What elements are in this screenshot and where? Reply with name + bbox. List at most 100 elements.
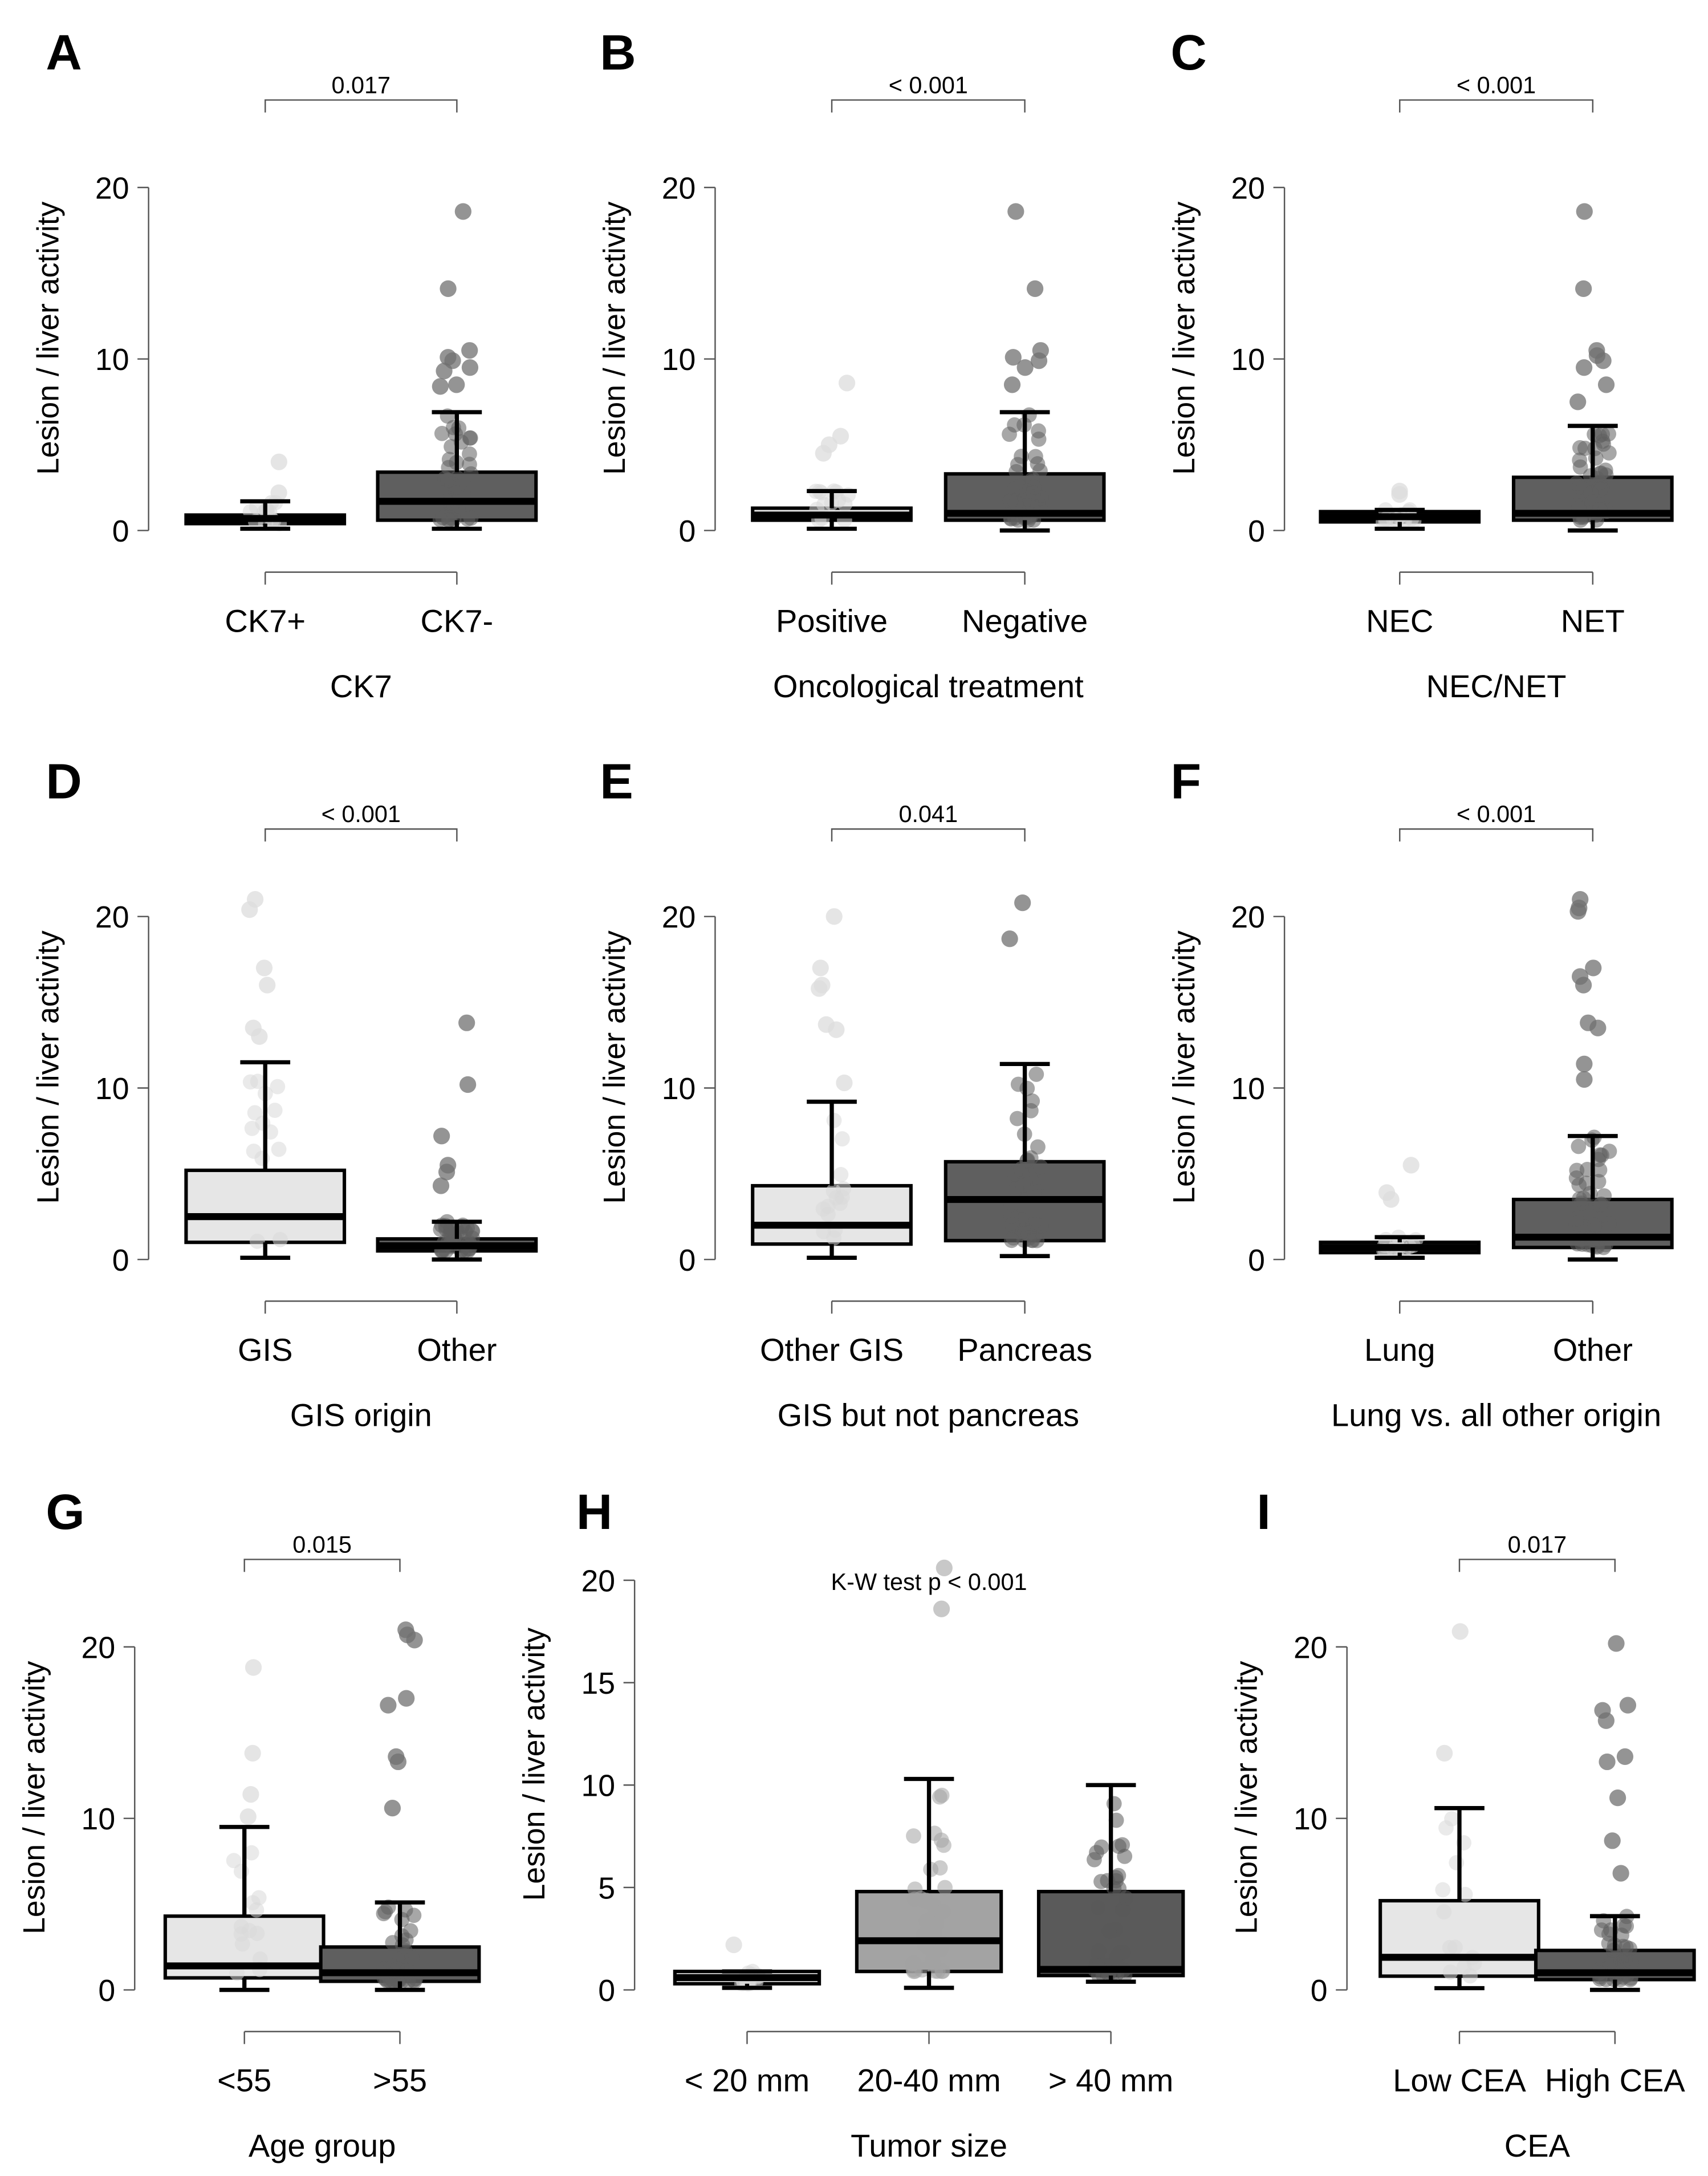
outlier-point [454,203,471,220]
x-axis-label: Lung vs. all other origin [1331,1397,1661,1433]
data-point [1449,1855,1465,1870]
category-label: NET [1561,603,1625,638]
data-point [1568,1215,1584,1231]
y-tick-label: 20 [1294,1630,1328,1665]
panel-d: D 0 10 20 Lesion / liver activity < 0.001 GIS … [31,754,538,1433]
data-point [1106,1796,1122,1812]
outlier-point [458,1014,475,1031]
data-point [1015,1223,1031,1238]
outlier-point [1382,1191,1400,1208]
data-point [273,1231,288,1247]
outlier-point [1402,1157,1420,1174]
x-axis-label: NEC/NET [1426,668,1567,704]
data-point [914,1962,930,1978]
data-point [463,510,479,526]
outlier-point [1005,349,1022,366]
outlier-point [725,1936,742,1954]
outlier-point [933,1600,950,1617]
data-point [396,1953,412,1968]
data-point [815,1201,831,1217]
y-axis-label: Lesion / liver activity [597,201,632,475]
box-group: Other [376,1014,538,1368]
outlier-point [1436,1744,1453,1762]
outlier-point [245,1659,262,1676]
outlier-point [242,1785,259,1803]
data-point [406,1907,422,1923]
data-point [1028,1067,1044,1082]
outlier-point [389,1753,406,1771]
box-group: Negative [944,203,1106,638]
outlier-point [1001,930,1018,947]
data-point [1436,1904,1452,1920]
p-value: 0.017 [332,72,391,98]
outlier-point [459,1076,477,1093]
data-point [463,466,479,482]
outlier-point [1576,1055,1593,1073]
significance-bracket [1458,1559,1616,1572]
outlier-point [461,342,478,359]
box-group: Pancreas [944,894,1106,1368]
category-label: CK7- [421,603,494,638]
data-point [1032,463,1048,479]
outlier-point [1589,1019,1607,1036]
significance-bracket [831,828,1026,842]
panel-b: B 0 10 20 Lesion / liver activity < 0.001 Onco… [597,25,1106,704]
outlier-point [406,1632,423,1649]
outlier-point [432,378,449,395]
y-tick-label: 10 [662,343,696,377]
outlier-point [1014,894,1031,912]
data-point [249,1234,265,1249]
y-tick-label: 20 [82,1630,116,1665]
y-tick-label: 0 [598,1974,615,2008]
data-point [916,1893,932,1909]
data-point [241,1923,257,1938]
y-tick-label: 20 [662,900,696,934]
p-value: < 0.001 [322,801,401,827]
data-point [1023,493,1039,509]
outlier-point [270,453,287,470]
outlier-point [1576,203,1593,220]
outlier-point [461,359,479,376]
data-point [1090,1900,1106,1915]
data-point [1571,1177,1587,1193]
outlier-point [832,428,849,445]
x-axis-label: GIS but not pancreas [778,1397,1079,1433]
outlier-point [380,1697,397,1714]
data-point [462,430,478,446]
box-group: Other GIS [751,908,913,1368]
outlier-point [838,375,856,392]
data-point [247,1105,263,1121]
y-tick-label: 20 [662,171,696,205]
panel-letter: I [1256,1484,1270,1540]
data-point [251,1890,267,1906]
data-point [1033,1159,1048,1175]
p-value: 0.015 [292,1531,352,1557]
y-tick-label: 0 [1248,514,1265,548]
panel-i: I 0 10 20 Lesion / liver activity 0.017 CEA Low… [1229,1484,1696,2163]
data-point [1116,1902,1131,1918]
y-tick-label: 0 [679,514,696,548]
data-point [1587,1217,1603,1233]
data-point [270,1079,286,1095]
outlier-point [398,1690,415,1707]
x-axis-label: GIS origin [290,1397,432,1433]
outlier-point [1597,1712,1615,1729]
box-group: >55 [319,1621,481,2098]
data-point [1015,1177,1031,1193]
y-tick-label: 10 [1231,1072,1265,1106]
data-point [1024,474,1040,490]
outlier-point [1585,959,1602,977]
panel-letter: B [600,25,636,80]
data-point [246,1143,262,1159]
p-value: < 0.001 [889,72,968,98]
category-label: Low CEA [1393,2062,1526,2098]
data-point [1569,1162,1585,1178]
data-point [1091,1943,1107,1959]
category-label: GIS [238,1332,292,1368]
data-point [1019,1153,1035,1169]
data-point [432,512,448,527]
category-label: CK7+ [225,603,306,638]
category-label: 20-40 mm [857,2062,1001,2098]
box [184,1168,347,1244]
